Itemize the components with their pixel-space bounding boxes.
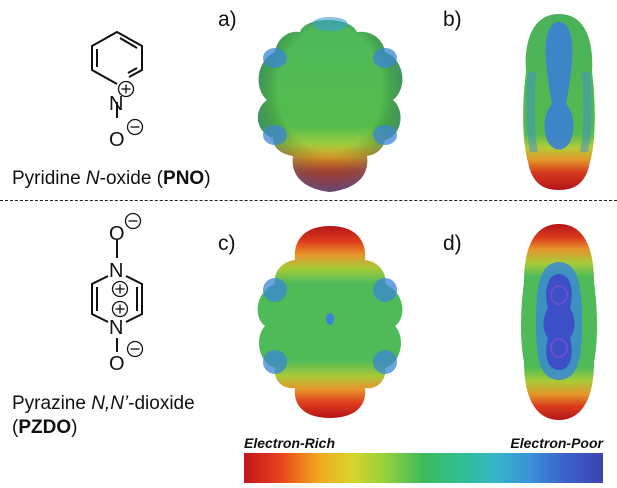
pzdo-top-o-atom: O [109,223,125,245]
pno-n-atom: N [109,93,124,115]
pzdo-structure [91,240,143,352]
pno-esp-side-surface [523,14,595,190]
section-divider [0,200,617,201]
pno-esp-front-surface [257,17,403,192]
pzdo-top-minus-charge [124,212,142,230]
color-scale-bar [244,453,603,483]
pno-caption: Pyridine N-oxide (PNO) [12,168,211,189]
scale-left-label: Electron-Rich [244,435,336,451]
pzdo-bottom-minus-charge [126,340,144,358]
pzdo-top-n-atom: N [109,260,124,282]
pzdo-bottom-plus-charge [111,300,129,318]
pzdo-bottom-n-atom: N [109,317,124,339]
pno-structure [91,30,143,118]
pzdo-esp-front-surface [257,226,403,418]
pzdo-top-plus-charge [111,280,129,298]
pno-plus-charge [117,80,135,98]
panel-label-b: b) [443,8,462,31]
pzdo-bottom-o-atom: O [109,353,125,375]
panel-label-a: a) [218,8,237,31]
pno-o-atom: O [109,129,125,151]
scale-right-label: Electron-Poor [510,435,603,451]
pzdo-caption-line-1: Pyrazine N,N’-dioxide [12,393,195,414]
pzdo-caption-line-2: (PZDO) [12,417,78,438]
pno-minus-charge [126,118,144,136]
pzdo-esp-side-surface [521,224,597,420]
panel-label-d: d) [443,232,462,255]
panel-label-c: c) [218,232,236,255]
